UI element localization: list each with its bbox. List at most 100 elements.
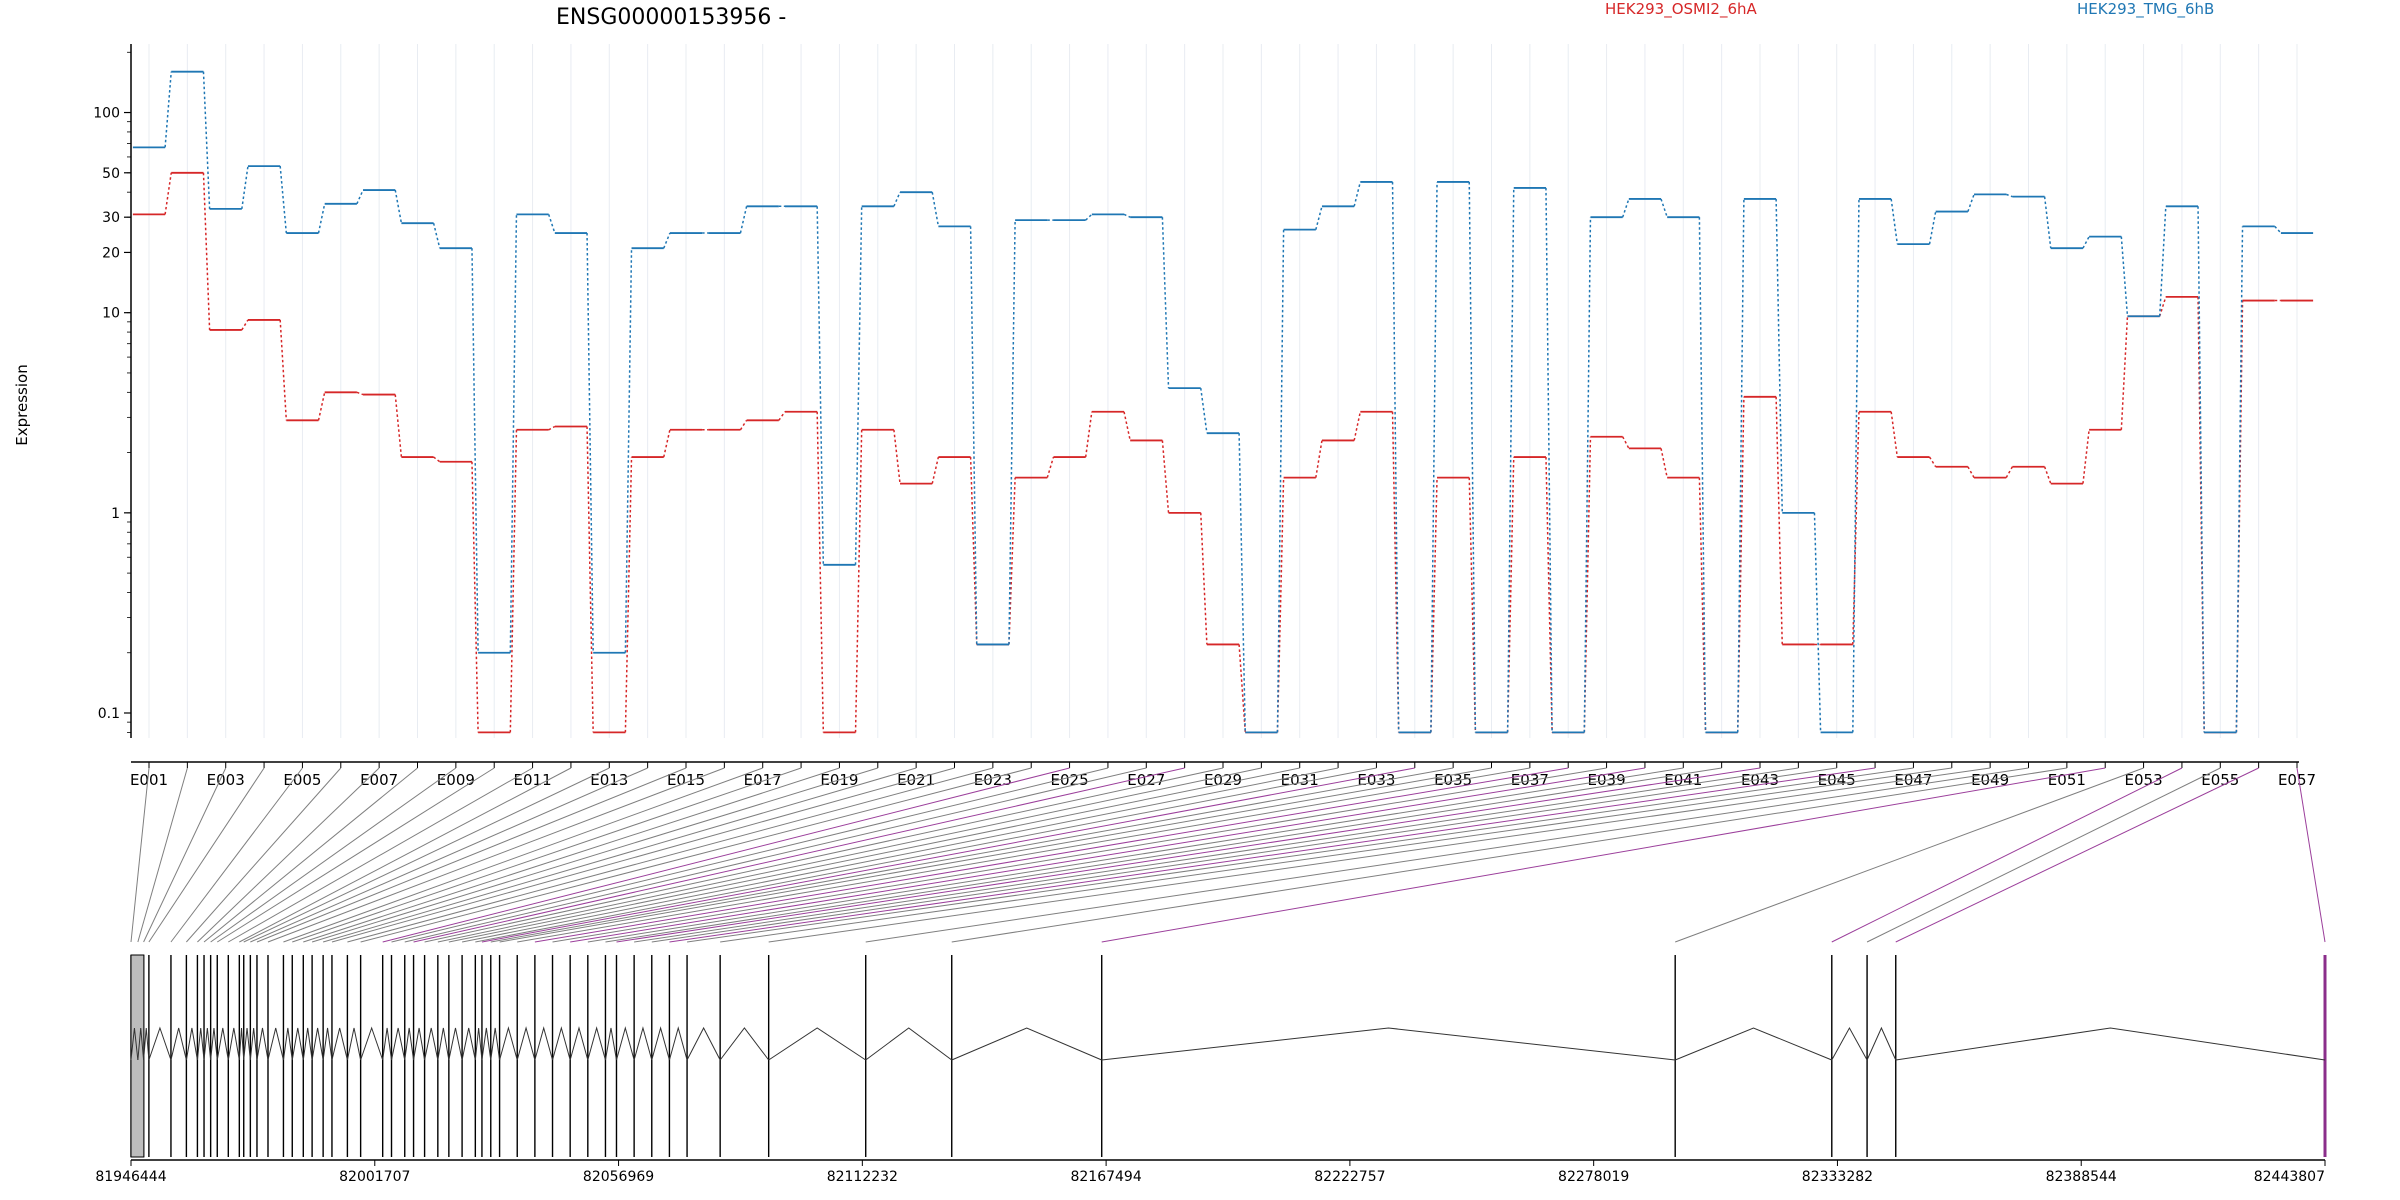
x-tick-label: E013 (590, 771, 628, 789)
x-tick-label: E009 (437, 771, 475, 789)
series-connector (969, 226, 978, 645)
exon-connector (651, 767, 1837, 943)
intron-line (203, 1027, 212, 1061)
intron-line (499, 1026, 518, 1061)
exon-connector (303, 767, 840, 943)
x-tick-label: E005 (283, 771, 321, 789)
series-connector (1353, 411, 1362, 441)
exon-connector (210, 767, 457, 943)
intron-line (481, 1027, 492, 1061)
intron-line (291, 1027, 304, 1061)
exon-connector (1895, 767, 2259, 943)
coord-tick-label: 82388544 (2046, 1169, 2117, 1185)
series-connector (1084, 411, 1093, 458)
genomic-coordinate-axis: 81946444 82001707 82056969 82112232 82167494… (95, 1159, 2326, 1185)
series-connector (739, 206, 748, 234)
exon-connector (311, 767, 878, 943)
gene-model (130, 954, 2327, 1158)
x-tick-label: E027 (1127, 771, 1165, 789)
series-connector (624, 457, 633, 733)
series-connector (1890, 198, 1899, 245)
exon-connector (517, 767, 1530, 943)
intron-line (474, 1027, 483, 1061)
intron-line (148, 1026, 172, 1061)
intron-line (587, 1026, 606, 1061)
intron-line (1866, 1026, 1897, 1061)
intron-line (569, 1026, 589, 1061)
series-connector (1775, 396, 1783, 645)
series-connector (1353, 181, 1362, 207)
series-connector (1161, 217, 1170, 389)
exon-connector (461, 767, 1339, 943)
series-connector (202, 172, 211, 330)
series-connector (548, 425, 556, 431)
series-connector (2158, 206, 2167, 317)
exon-connector (404, 767, 1147, 943)
series-connector (356, 189, 364, 205)
intron-line (331, 1027, 348, 1061)
series-connector (1583, 217, 1592, 733)
series-connector (1621, 198, 1630, 218)
series-connector (2120, 316, 2129, 430)
exon-connector (413, 767, 1185, 943)
series-connector (2082, 429, 2090, 484)
intron-line (311, 1027, 324, 1061)
exon-connector (951, 767, 2067, 943)
x-tick-label: E021 (897, 771, 935, 789)
intron-line (210, 1027, 218, 1061)
intron-line (413, 1027, 426, 1061)
y-tick-label: 0.1 (98, 706, 120, 722)
exon-connector (186, 767, 342, 943)
intron-line (382, 1027, 393, 1061)
intron-line (170, 1027, 187, 1061)
exon-connector (292, 767, 802, 943)
series-connector (1622, 436, 1630, 449)
axes (130, 44, 2299, 763)
exon-connector (148, 767, 265, 943)
exon-connector (130, 767, 150, 943)
series-connector (2005, 466, 2014, 478)
series-connector (317, 203, 326, 234)
series-connector (739, 419, 748, 431)
series-connector (432, 223, 441, 249)
x-tick-label: E053 (2125, 771, 2163, 789)
intron-line (1675, 1027, 1832, 1061)
y-tick-label: 30 (102, 210, 120, 226)
coord-tick-label: 82278019 (1558, 1169, 1629, 1185)
intron-line (865, 1027, 953, 1061)
intron-line (302, 1027, 313, 1061)
x-tick-label: E003 (207, 771, 245, 789)
series-connector (1660, 198, 1668, 218)
series-connector (931, 192, 940, 227)
exon-connector (587, 767, 1684, 943)
intron-line (130, 1027, 139, 1061)
exon-connector (197, 767, 380, 943)
series-connector (893, 191, 901, 207)
exon-connector (331, 767, 955, 943)
series-connector (164, 172, 172, 215)
series-connector (1468, 181, 1477, 733)
x-tick-label: E037 (1511, 771, 1549, 789)
exon-connector (481, 767, 1415, 943)
series-connector (1775, 198, 1783, 513)
series-connector (1506, 187, 1515, 733)
coord-tick-label: 82222757 (1314, 1169, 1385, 1185)
series-connector (2082, 236, 2090, 249)
intron-line (552, 1026, 571, 1061)
series-connector (778, 411, 786, 421)
series-connector (2274, 225, 2282, 234)
series-lines (132, 70, 2314, 734)
series-connector (509, 214, 518, 653)
series-connector (931, 456, 940, 484)
exon-connector (1101, 767, 2106, 943)
series-connector (547, 214, 556, 234)
coord-tick-label: 82443807 (2254, 1169, 2325, 1185)
exon-connector (143, 767, 227, 943)
chart-title: ENSG00000153956 - (556, 5, 786, 30)
series-connector (1238, 433, 1246, 733)
series-connector (317, 392, 326, 421)
intron-line (238, 1027, 245, 1061)
intron-line (322, 1027, 333, 1061)
series-connector (2120, 236, 2129, 317)
series-connector (241, 319, 249, 331)
